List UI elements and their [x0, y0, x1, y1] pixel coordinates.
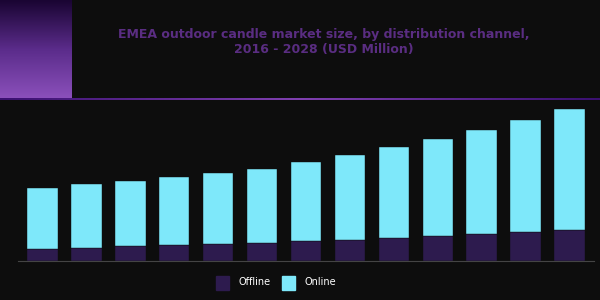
Bar: [422, 236, 453, 261]
Text: Offline: Offline: [238, 277, 271, 287]
Bar: [27, 249, 58, 261]
Bar: [203, 173, 233, 244]
Bar: [466, 234, 497, 261]
Bar: [554, 109, 585, 230]
Bar: [159, 177, 190, 245]
Bar: [247, 243, 277, 261]
Bar: [71, 184, 101, 248]
Bar: [422, 139, 453, 236]
Bar: [511, 120, 541, 232]
Text: EMEA outdoor candle market size, by distribution channel,
2016 - 2028 (USD Milli: EMEA outdoor candle market size, by dist…: [118, 28, 530, 56]
Bar: [115, 247, 146, 261]
Bar: [335, 155, 365, 240]
Bar: [511, 232, 541, 261]
Bar: [335, 240, 365, 261]
Bar: [115, 181, 146, 247]
Bar: [27, 188, 58, 249]
Bar: [216, 275, 229, 290]
Bar: [290, 162, 322, 242]
Text: Online: Online: [304, 277, 336, 287]
Bar: [379, 238, 409, 261]
Bar: [203, 244, 233, 261]
Bar: [71, 248, 101, 261]
Bar: [554, 230, 585, 261]
Bar: [290, 242, 322, 261]
Bar: [466, 130, 497, 234]
Bar: [159, 245, 190, 261]
Bar: [247, 169, 277, 243]
Bar: [379, 147, 409, 238]
Bar: [282, 275, 295, 290]
